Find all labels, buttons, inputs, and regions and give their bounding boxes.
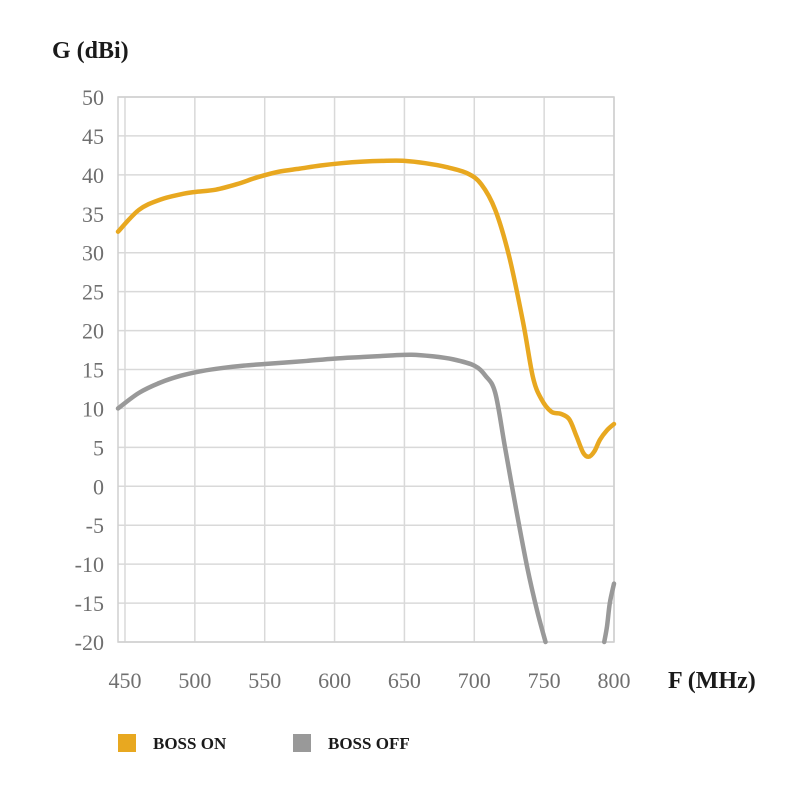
x-axis-title: F (MHz) [668,668,756,694]
y-axis-title: G (dBi) [52,38,129,64]
y-tick-label: -10 [75,552,104,577]
y-tick-label: -5 [86,513,104,538]
legend: BOSS ON BOSS OFF [118,734,410,753]
y-tick-label: 30 [82,241,104,266]
y-tick-label: 0 [93,474,104,499]
y-tick-label: 5 [93,435,104,460]
series-line-boss-on [115,158,617,459]
legend-label-boss-off: BOSS OFF [328,734,410,753]
series-line-boss-off [601,581,617,645]
series-line-boss-off [115,352,548,645]
x-tick-label: 550 [248,668,281,693]
legend-swatch-boss-off [293,734,311,752]
legend-label-boss-on: BOSS ON [153,734,227,753]
y-tick-label: 35 [82,202,104,227]
x-tick-label: 750 [528,668,561,693]
grid [118,96,615,643]
plot-frame [117,96,615,643]
x-tick-label: 450 [108,668,141,693]
x-tick-label: 600 [318,668,351,693]
y-tick-label: 50 [82,85,104,110]
y-tick-label: 15 [82,358,104,383]
x-tick-label: 500 [178,668,211,693]
y-tick-label: 10 [82,396,104,421]
y-tick-label: 45 [82,124,104,149]
y-tick-label: 20 [82,319,104,344]
legend-swatch-boss-on [118,734,136,752]
y-tick-label: -20 [75,630,104,655]
series-lines [115,158,617,645]
x-tick-label: 650 [388,668,421,693]
x-tick-label: 800 [598,668,631,693]
y-tick-label: 25 [82,280,104,305]
x-tick-label: 700 [458,668,491,693]
y-tick-label: 40 [82,163,104,188]
y-tick-label: -15 [75,591,104,616]
